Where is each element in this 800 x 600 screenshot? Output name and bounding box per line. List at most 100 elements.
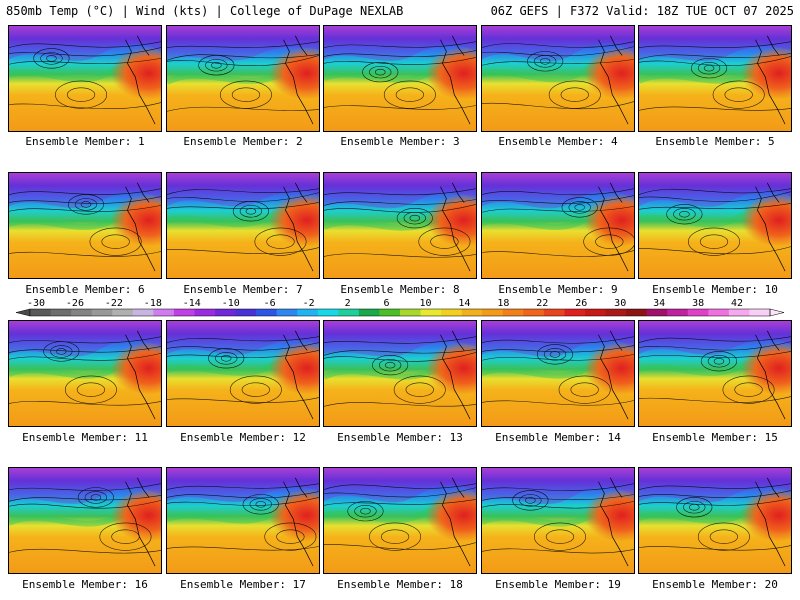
colorbar-tick-label: 34 bbox=[653, 298, 665, 309]
colorbar-swatch bbox=[543, 309, 565, 316]
colorbar-swatch bbox=[317, 309, 339, 316]
colorbar-swatch bbox=[420, 309, 442, 316]
ensemble-member-label: Ensemble Member: 20 bbox=[652, 578, 778, 591]
colorbar-tick-label: 14 bbox=[458, 298, 470, 309]
colorbar-swatch bbox=[235, 309, 257, 316]
ensemble-member-map bbox=[638, 25, 792, 132]
ensemble-member-map bbox=[166, 172, 320, 279]
ensemble-member-label: Ensemble Member: 4 bbox=[498, 135, 618, 148]
ensemble-member-label: Ensemble Member: 15 bbox=[652, 431, 778, 444]
colorbar-tick-label: 30 bbox=[614, 298, 626, 309]
colorbar-swatch bbox=[194, 309, 216, 316]
ensemble-member-map bbox=[481, 320, 635, 427]
colorbar-tick-label: 38 bbox=[692, 298, 704, 309]
colorbar-swatch bbox=[153, 309, 175, 316]
ensemble-member-label: Ensemble Member: 2 bbox=[183, 135, 303, 148]
ensemble-member-label: Ensemble Member: 6 bbox=[25, 283, 145, 296]
colorbar-max-arrow bbox=[769, 308, 784, 317]
ensemble-member-label: Ensemble Member: 8 bbox=[340, 283, 460, 296]
colorbar-swatch bbox=[276, 309, 298, 316]
ensemble-member-label: Ensemble Member: 13 bbox=[337, 431, 463, 444]
ensemble-member-map bbox=[166, 25, 320, 132]
colorbar-tick-label: 42 bbox=[731, 298, 743, 309]
colorbar-swatch bbox=[112, 309, 134, 316]
colorbar-swatch bbox=[215, 309, 237, 316]
ensemble-member-label: Ensemble Member: 10 bbox=[652, 283, 778, 296]
ensemble-member-label: Ensemble Member: 9 bbox=[498, 283, 618, 296]
colorbar-swatch bbox=[626, 309, 648, 316]
colorbar-swatch bbox=[749, 309, 771, 316]
colorbar-tick-label: -30 bbox=[27, 298, 45, 309]
colorbar-swatch bbox=[338, 309, 360, 316]
colorbar-swatch bbox=[728, 309, 750, 316]
colorbar-tick-label: 10 bbox=[419, 298, 431, 309]
ensemble-member-map bbox=[638, 320, 792, 427]
colorbar-swatch bbox=[358, 309, 380, 316]
colorbar-swatch bbox=[30, 309, 52, 316]
ensemble-member-map bbox=[323, 467, 477, 574]
colorbar-tick-label: 6 bbox=[384, 298, 390, 309]
colorbar-swatch bbox=[482, 309, 504, 316]
ensemble-member-label: Ensemble Member: 7 bbox=[183, 283, 303, 296]
colorbar-swatch bbox=[585, 309, 607, 316]
colorbar-swatch bbox=[502, 309, 524, 316]
ensemble-member-label: Ensemble Member: 16 bbox=[22, 578, 148, 591]
colorbar-tick-label: -22 bbox=[105, 298, 123, 309]
ensemble-member-map bbox=[638, 467, 792, 574]
ensemble-member-map bbox=[481, 25, 635, 132]
colorbar-tick-label: 22 bbox=[536, 298, 548, 309]
ensemble-member-map bbox=[8, 467, 162, 574]
ensemble-member-label: Ensemble Member: 11 bbox=[22, 431, 148, 444]
colorbar-min-arrow bbox=[16, 308, 31, 317]
ensemble-member-map bbox=[8, 25, 162, 132]
colorbar-swatch bbox=[256, 309, 278, 316]
colorbar-tick-label: -2 bbox=[303, 298, 315, 309]
colorbar-swatch bbox=[646, 309, 668, 316]
colorbar-swatch bbox=[71, 309, 93, 316]
ensemble-member-map bbox=[8, 320, 162, 427]
ensemble-member-label: Ensemble Member: 18 bbox=[337, 578, 463, 591]
ensemble-member-map bbox=[481, 467, 635, 574]
colorbar-tick-label: 2 bbox=[345, 298, 351, 309]
ensemble-member-map bbox=[323, 172, 477, 279]
colorbar-swatch bbox=[605, 309, 627, 316]
colorbar-swatch bbox=[400, 309, 422, 316]
colorbar-tick-label: -6 bbox=[264, 298, 276, 309]
ensemble-member-map bbox=[8, 172, 162, 279]
ensemble-member-label: Ensemble Member: 5 bbox=[655, 135, 775, 148]
temperature-colorbar: -30 -26 -22 -18 -14 -10 -6 -2 2 6 10 14 18 22 26 30 34 38… bbox=[16, 298, 784, 317]
colorbar-swatch bbox=[461, 309, 483, 316]
colorbar-tick-label: 18 bbox=[497, 298, 509, 309]
ensemble-member-map bbox=[481, 172, 635, 279]
ensemble-member-label: Ensemble Member: 14 bbox=[495, 431, 621, 444]
colorbar-swatch bbox=[667, 309, 689, 316]
colorbar-tick-label: -18 bbox=[144, 298, 162, 309]
ensemble-member-map bbox=[323, 320, 477, 427]
colorbar-swatch bbox=[441, 309, 463, 316]
ensemble-member-map bbox=[166, 467, 320, 574]
colorbar-swatch bbox=[687, 309, 709, 316]
colorbar-tick-label: 26 bbox=[575, 298, 587, 309]
colorbar-tick-label: -10 bbox=[222, 298, 240, 309]
colorbar-swatch bbox=[379, 309, 401, 316]
colorbar-swatch bbox=[564, 309, 586, 316]
ensemble-member-label: Ensemble Member: 3 bbox=[340, 135, 460, 148]
ensemble-member-label: Ensemble Member: 12 bbox=[180, 431, 306, 444]
colorbar-swatch bbox=[50, 309, 72, 316]
colorbar-outline bbox=[29, 308, 771, 317]
colorbar-swatch bbox=[523, 309, 545, 316]
colorbar-swatch bbox=[297, 309, 319, 316]
ensemble-member-label: Ensemble Member: 17 bbox=[180, 578, 306, 591]
ensemble-member-map bbox=[166, 320, 320, 427]
map-title: 850mb Temp (°C) | Wind (kts) | College o… bbox=[6, 4, 404, 18]
colorbar-swatch bbox=[132, 309, 154, 316]
colorbar-swatch bbox=[91, 309, 113, 316]
ensemble-member-label: Ensemble Member: 1 bbox=[25, 135, 145, 148]
ensemble-member-label: Ensemble Member: 19 bbox=[495, 578, 621, 591]
ensemble-member-map bbox=[638, 172, 792, 279]
colorbar-tick-label: -26 bbox=[66, 298, 84, 309]
colorbar-swatch bbox=[173, 309, 195, 316]
colorbar-swatch bbox=[708, 309, 730, 316]
ensemble-member-map bbox=[323, 25, 477, 132]
run-valid-time: 06Z GEFS | F372 Valid: 18Z TUE OCT 07 20… bbox=[490, 4, 794, 18]
